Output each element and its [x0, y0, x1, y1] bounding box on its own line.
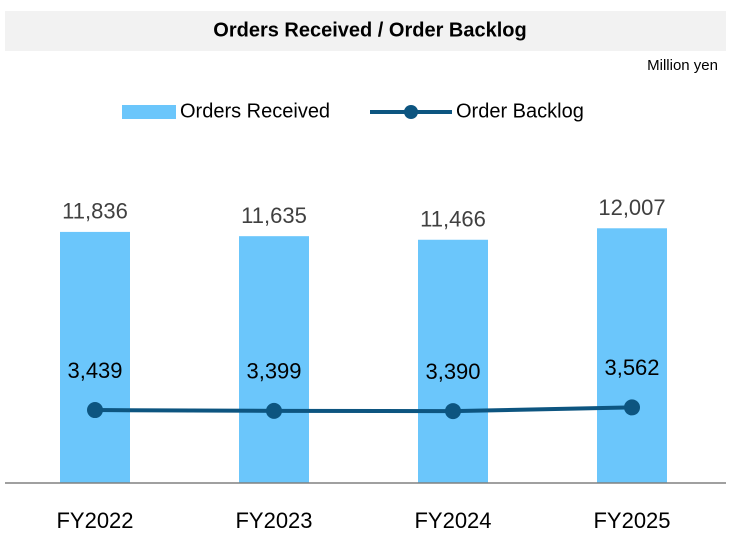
bar: [597, 228, 667, 483]
bar: [60, 231, 130, 483]
bar: [418, 239, 488, 483]
x-tick-label: FY2023: [235, 508, 312, 533]
unit-label: Million yen: [647, 57, 718, 74]
legend-label: Orders Received: [180, 100, 330, 122]
line-marker: [624, 399, 640, 416]
legend-marker: [404, 105, 418, 119]
title-band: [5, 11, 726, 51]
line-marker: [266, 402, 282, 419]
line-value-label: 3,562: [604, 355, 659, 380]
line-marker: [445, 403, 461, 420]
bar-value-label: 11,836: [62, 199, 128, 224]
line: [94, 405, 633, 414]
line-marker: [87, 402, 103, 419]
bar-value-label: 12,007: [598, 195, 665, 220]
x-tick-label: FY2025: [593, 508, 670, 533]
line-value-label: 3,390: [425, 359, 480, 384]
x-tick-label: FY2022: [56, 508, 133, 533]
legend-swatch: [122, 105, 176, 119]
bar-value-label: 11,635: [241, 203, 307, 228]
chart-title: Orders Received / Order Backlog: [213, 19, 526, 41]
line-value-label: 3,439: [67, 358, 122, 383]
bar: [239, 236, 309, 483]
legend-label: Order Backlog: [456, 100, 584, 122]
x-tick-label: FY2024: [414, 508, 491, 533]
line-value-label: 3,399: [246, 359, 301, 384]
bar-value-label: 11,466: [420, 207, 486, 232]
